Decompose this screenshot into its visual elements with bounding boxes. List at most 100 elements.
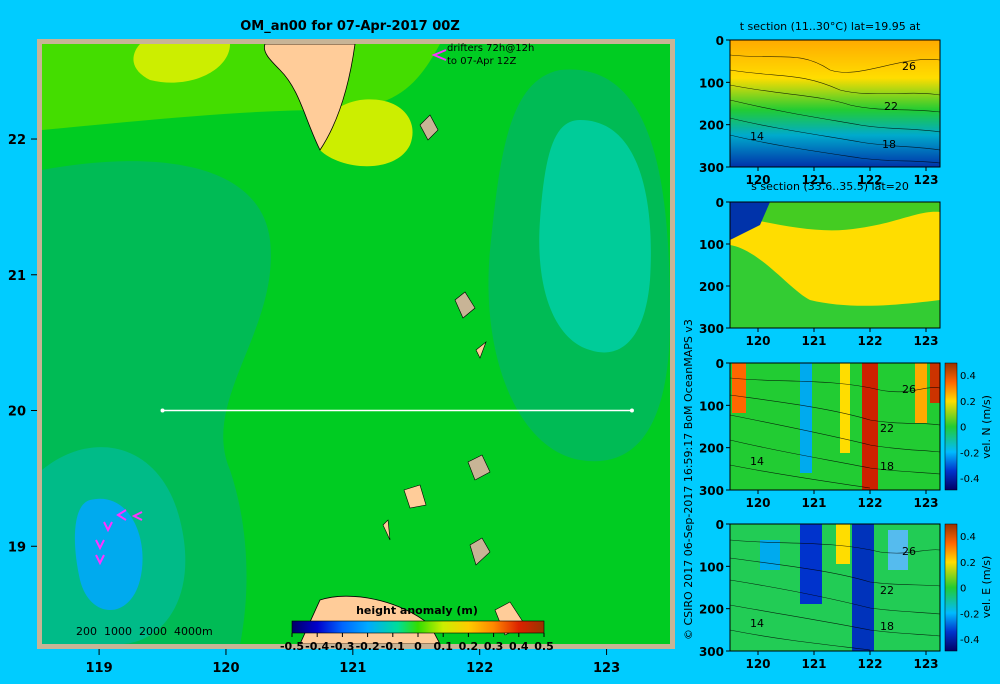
y-tick-label: 300 <box>699 322 724 336</box>
map-x-axis: 119 120 121 122 123 <box>86 649 620 676</box>
island-6 <box>469 537 491 566</box>
island-7 <box>382 519 391 541</box>
y-tick-label: 20 <box>8 405 26 420</box>
drifter-arrow-icon <box>95 554 105 566</box>
t-section-panel: t section (11..30°C) lat=19.95 at 26 22 18… <box>729 20 941 167</box>
colorbar-tick-label: 0.5 <box>534 640 554 653</box>
colorbar-tick-label: -0.2 <box>960 609 980 620</box>
contour-label: 22 <box>884 100 898 113</box>
contour-line <box>729 99 941 133</box>
y-tick-label: 0 <box>716 518 724 532</box>
contour-line <box>729 134 941 164</box>
colorbar-tick-label: 0.1 <box>433 640 453 653</box>
contour-label: 18 <box>882 138 896 151</box>
contour-line <box>729 439 941 475</box>
colorbar-tick-label: 0.4 <box>509 640 529 653</box>
y-tick-label: 100 <box>699 399 724 413</box>
s-section-title: s section (33.6..35.5) lat=20 <box>751 180 909 193</box>
credit-text: © CSIRO 2017 06-Sep-2017 16:59:17 BoM Oc… <box>682 319 695 640</box>
vel-e-streak <box>800 524 822 604</box>
vel-e-colorbar-label: vel. E (m/s) <box>980 556 993 619</box>
x-tick-label: 120 <box>212 661 239 676</box>
colorbar-tick-label: 0.4 <box>960 532 976 543</box>
field-southwest-eddy <box>74 498 143 610</box>
contour-line <box>729 414 941 453</box>
y-tick-label: 300 <box>699 161 724 175</box>
vel-n-streak <box>732 363 746 413</box>
contour-label: 14 <box>750 455 764 468</box>
x-tick-label: 121 <box>801 173 826 187</box>
vel-n-streak <box>915 363 927 423</box>
y-tick-label: 100 <box>699 238 724 252</box>
x-tick-label: 123 <box>913 496 938 510</box>
island-1 <box>419 114 439 141</box>
x-tick-label: 121 <box>801 496 826 510</box>
vel-n-contour-labels: 26 22 18 14 <box>750 383 916 473</box>
y-tick-label: 0 <box>716 357 724 371</box>
contour-label: 22 <box>880 422 894 435</box>
drifter-note-line1: drifters 72h@12h <box>447 43 534 54</box>
panel-frame <box>729 39 941 168</box>
island-4 <box>467 454 491 481</box>
contour-label: 26 <box>902 383 916 396</box>
drifter-legend-arrow-icon <box>431 49 447 61</box>
y-tick-label: 100 <box>699 76 724 90</box>
section-start-marker <box>160 408 165 413</box>
contour-line <box>729 539 941 554</box>
colorbar <box>291 620 545 634</box>
contour-label: 22 <box>880 584 894 597</box>
map-y-axis: 19 20 21 22 <box>8 133 37 555</box>
x-tick-label: 123 <box>913 657 938 671</box>
field-yellow-patch-north <box>133 44 230 83</box>
contour-label: 26 <box>902 60 916 73</box>
land-north <box>263 44 356 151</box>
contour-line <box>729 84 941 113</box>
drifter-arrow-icon <box>131 511 143 521</box>
colorbar-tick-label: 0 <box>414 640 422 653</box>
vel-n-streak <box>930 363 940 403</box>
colorbar-label: height anomaly (m) <box>356 604 478 617</box>
contour-line <box>729 464 871 489</box>
colorbar-tick-label: 0 <box>960 423 966 434</box>
x-tick-label: 119 <box>86 661 113 676</box>
x-tick-label: 123 <box>913 334 938 348</box>
vel-n-plot <box>730 363 940 490</box>
contour-line <box>729 394 941 426</box>
contour-line <box>729 557 941 587</box>
drifter-note-line2: to 07-Apr 12Z <box>447 56 517 67</box>
colorbar-tick-label: -0.4 <box>960 635 980 646</box>
s-field-lower <box>730 245 940 328</box>
x-tick-label: 121 <box>801 334 826 348</box>
section-end-marker <box>629 408 634 413</box>
x-tick-label: 123 <box>913 173 938 187</box>
contour-line <box>729 69 941 96</box>
drifter-arrow-icon <box>95 539 105 551</box>
contour-label: 14 <box>750 617 764 630</box>
vel-n-colorbar-label: vel. N (m/s) <box>980 395 993 459</box>
panel-frame <box>729 362 941 491</box>
vel-n-panel: 26 22 18 14 vel. N (m/s) <box>729 362 993 491</box>
drifter-tracks <box>95 509 143 566</box>
vel-n-streak <box>840 363 850 453</box>
colorbar-tick-label: 0 <box>960 584 966 595</box>
colorbar-ticks: -0.5 -0.4 -0.3 -0.2 -0.1 0 0.1 0.2 0.3 0.4 0.5 <box>280 633 554 653</box>
y-tick-label: 22 <box>8 133 26 148</box>
contour-label: 18 <box>880 460 894 473</box>
x-tick-label: 123 <box>593 661 620 676</box>
y-tick-label: 200 <box>699 119 724 133</box>
vel-n-colorbar <box>944 362 958 491</box>
x-tick-label: 120 <box>745 173 770 187</box>
x-tick-label: 122 <box>857 657 882 671</box>
colorbar-tick-label: 0.2 <box>459 640 479 653</box>
s-section-panel: s section (33.6..35.5) lat=20 <box>730 180 940 328</box>
vel-n-contours <box>729 377 941 489</box>
x-tick-label: 121 <box>801 657 826 671</box>
y-tick-label: 0 <box>716 196 724 210</box>
contour-line <box>729 579 941 615</box>
drifter-arrow-icon <box>116 509 127 521</box>
contour-label: 26 <box>902 545 916 558</box>
panel-frame <box>729 523 941 652</box>
x-tick-label: 120 <box>745 334 770 348</box>
field-east-eddy-inner <box>539 120 651 353</box>
contour-line <box>729 604 941 637</box>
